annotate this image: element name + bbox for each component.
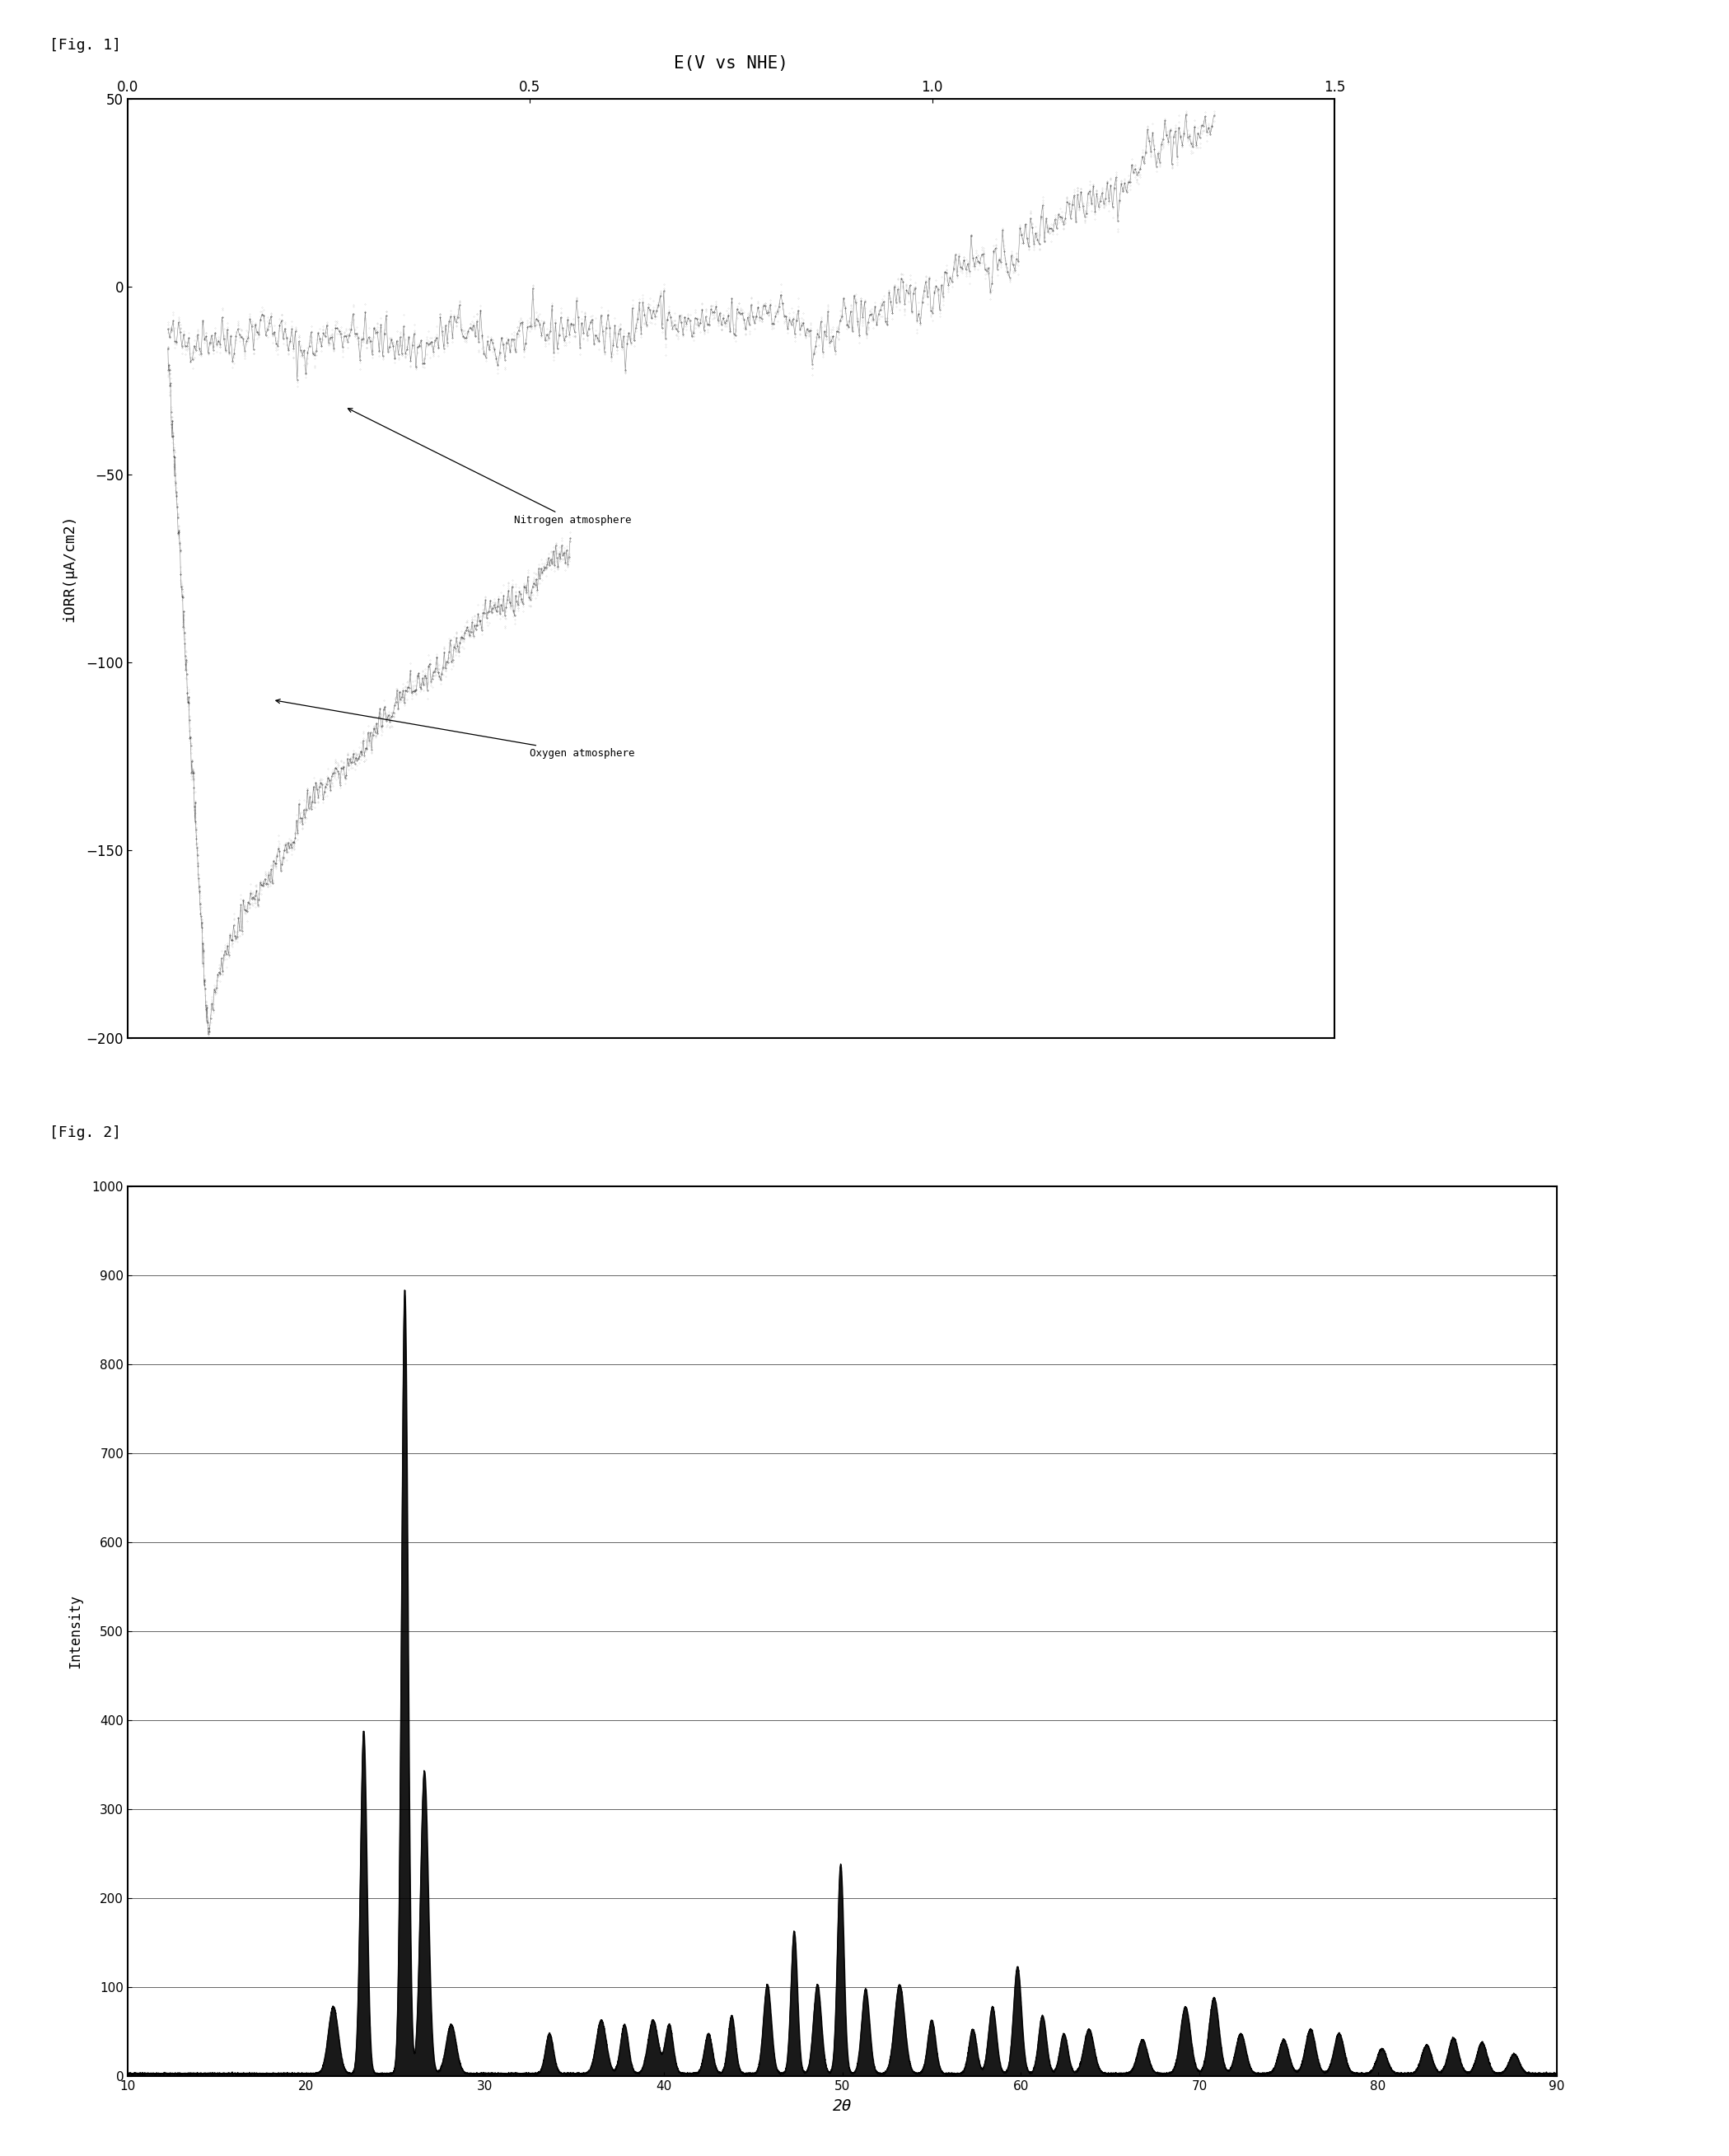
X-axis label: E(V vs NHE): E(V vs NHE)	[674, 56, 788, 71]
Text: [Fig. 2]: [Fig. 2]	[50, 1125, 121, 1141]
Text: Nitrogen atmosphere: Nitrogen atmosphere	[348, 407, 631, 526]
Y-axis label: Intensity: Intensity	[67, 1593, 83, 1669]
Y-axis label: iORR(μA/cm2): iORR(μA/cm2)	[62, 515, 78, 623]
Text: [Fig. 1]: [Fig. 1]	[50, 39, 121, 52]
X-axis label: 2θ: 2θ	[833, 2098, 852, 2113]
Text: Oxygen atmosphere: Oxygen atmosphere	[277, 699, 635, 759]
